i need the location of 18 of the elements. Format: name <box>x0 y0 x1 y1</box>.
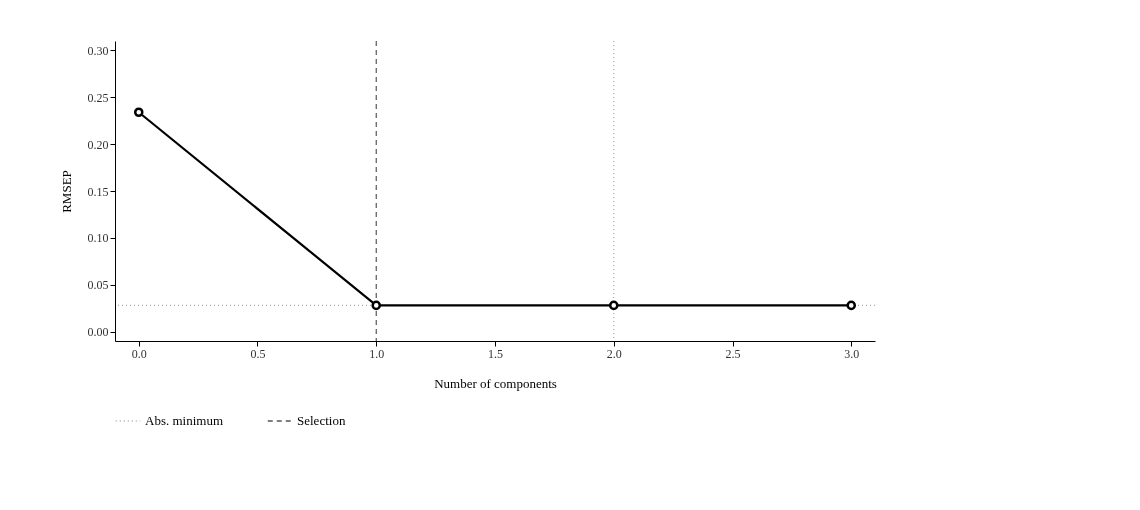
x-axis-title: Number of components <box>434 375 557 391</box>
y-tick-label: 0.30 <box>87 43 109 58</box>
y-tick-label: 0.05 <box>87 278 109 293</box>
x-tick-label: 0.0 <box>131 346 147 361</box>
x-tick-label: 0.5 <box>250 346 266 361</box>
y-tick-label: 0.25 <box>87 90 109 105</box>
x-tick-label: 2.5 <box>725 346 741 361</box>
legend-label: Abs. minimum <box>145 413 224 428</box>
y-axis-title: RMSEP <box>58 170 74 213</box>
y-tick-label: 0.20 <box>87 137 109 152</box>
x-tick-label: 3.0 <box>844 346 860 361</box>
x-tick-label: 2.0 <box>606 346 622 361</box>
y-tick-label: 0.00 <box>87 325 109 340</box>
x-tick-label: 1.0 <box>369 346 385 361</box>
legend-label: Selection <box>297 413 346 428</box>
y-tick-label: 0.10 <box>87 231 109 246</box>
x-tick-label: 1.5 <box>488 346 503 361</box>
y-tick-label: 0.15 <box>87 184 109 199</box>
